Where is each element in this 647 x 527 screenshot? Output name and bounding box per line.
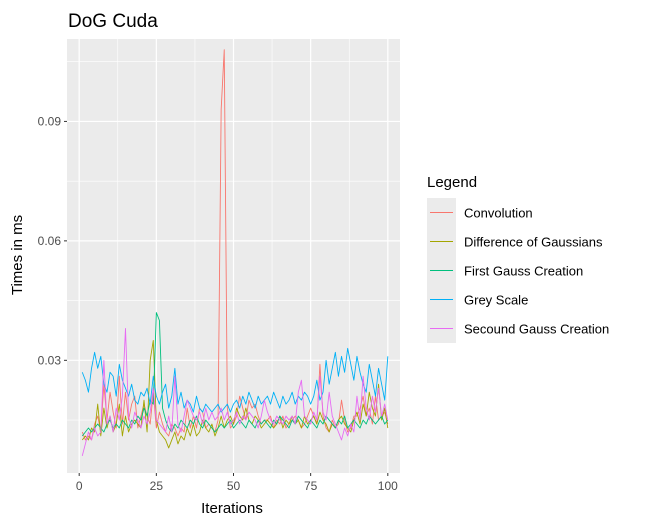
legend-title: Legend <box>427 174 477 191</box>
series-line-4 <box>81 328 389 456</box>
y-axis: 0.03 0.06 0.09 <box>38 114 67 367</box>
legend-label: Secound Gauss Creation <box>464 322 609 337</box>
y-axis-title: Times in ms <box>9 215 26 295</box>
x-tick-label: 50 <box>227 479 241 493</box>
legend: Legend Convolution Difference of Gaussian… <box>427 174 609 343</box>
y-tick-label: 0.03 <box>38 353 62 367</box>
series-line-3 <box>81 347 389 413</box>
x-tick-label: 75 <box>304 479 318 493</box>
chart-title: DoG Cuda <box>68 11 158 32</box>
legend-items: Convolution Difference of Gaussians First … <box>427 198 609 343</box>
legend-label: First Gauss Creation <box>464 264 583 279</box>
x-tick-label: 25 <box>150 479 164 493</box>
legend-label: Grey Scale <box>464 293 528 308</box>
legend-label: Difference of Gaussians <box>464 235 603 250</box>
x-tick-label: 100 <box>378 479 398 493</box>
series-line-0 <box>81 49 389 441</box>
y-tick-label: 0.06 <box>38 234 62 248</box>
legend-label: Convolution <box>464 206 533 221</box>
grid-major <box>67 39 400 473</box>
x-axis-title: Iterations <box>201 500 263 517</box>
x-axis: 0 25 50 75 100 <box>76 473 398 493</box>
y-tick-label: 0.09 <box>38 114 62 128</box>
x-tick-label: 0 <box>76 479 83 493</box>
series-layer <box>81 49 389 456</box>
